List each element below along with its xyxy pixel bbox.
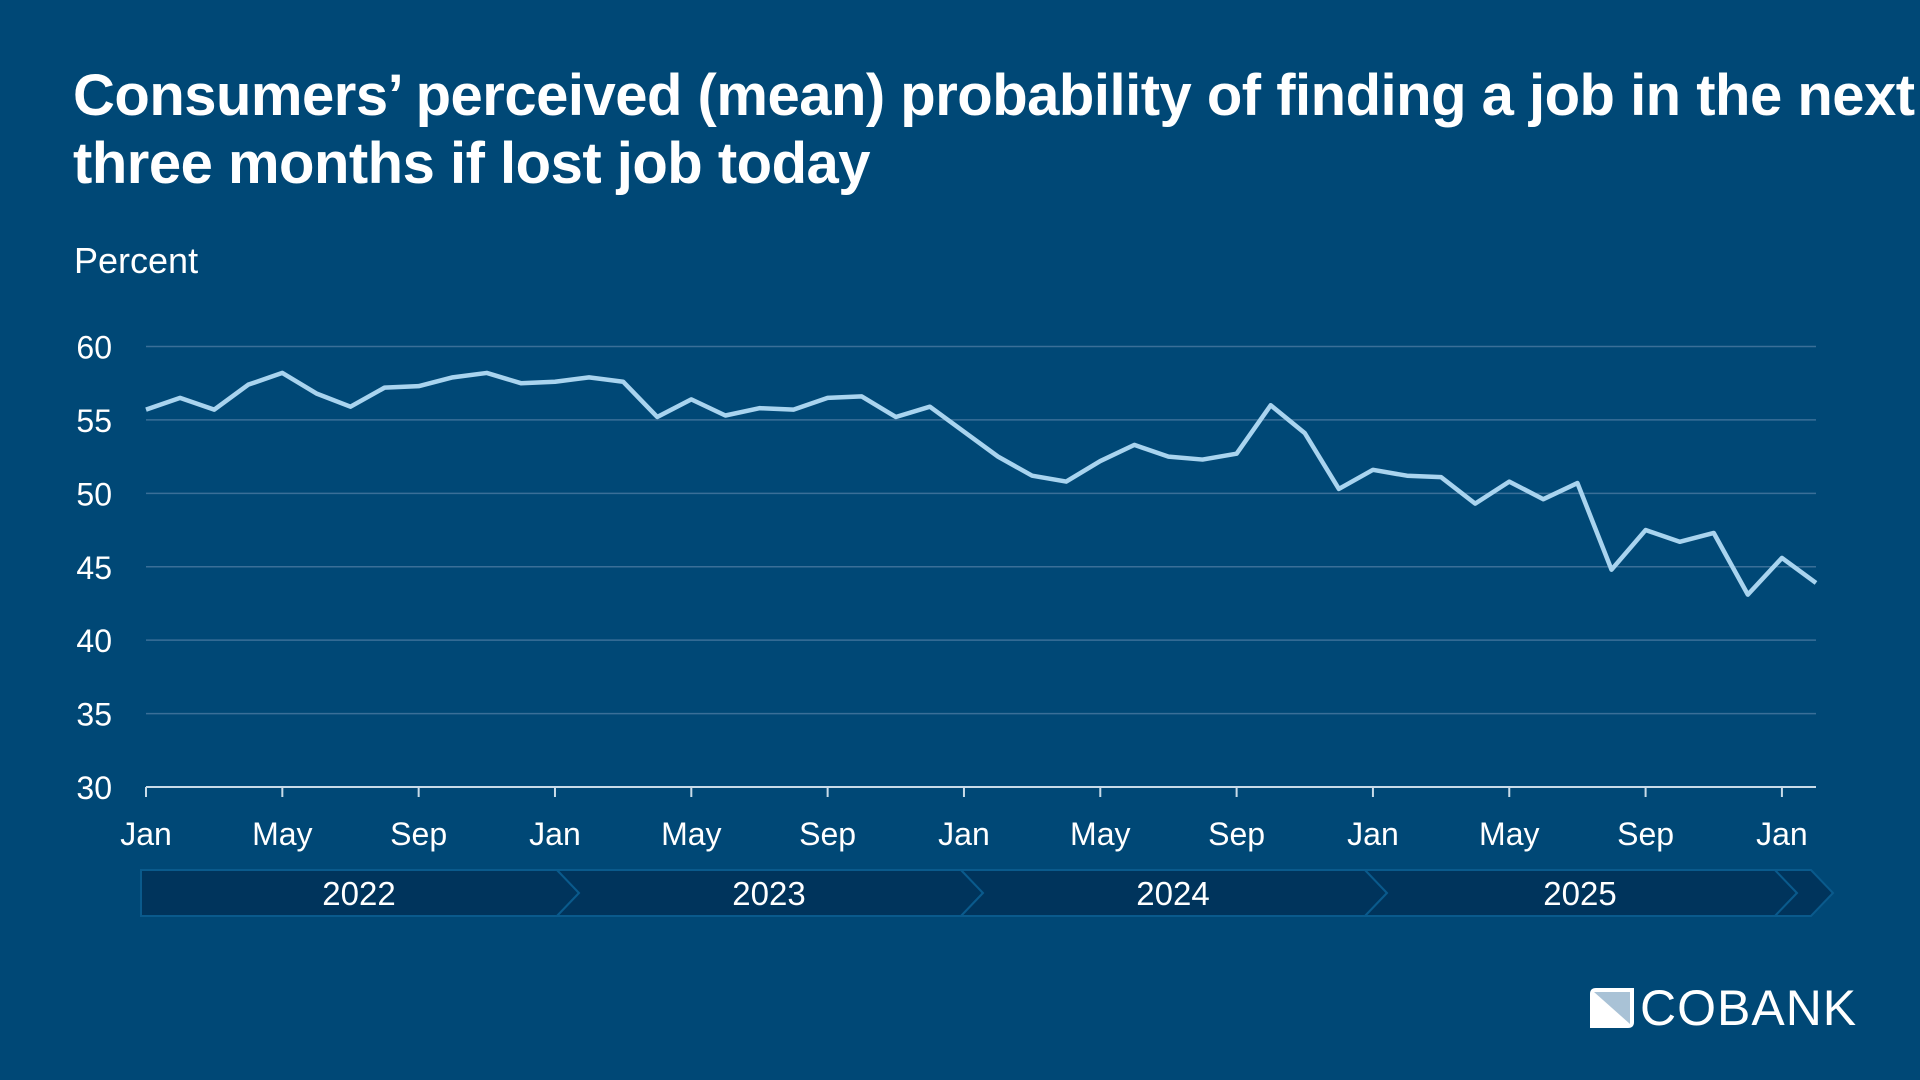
y-tick-label: 30: [76, 770, 112, 806]
x-tick-label: May: [1070, 816, 1130, 852]
year-label: 2023: [732, 875, 805, 912]
y-tick-label: 45: [76, 550, 112, 586]
data-line: [145, 370, 1818, 597]
x-tick-label: Jan: [938, 816, 990, 852]
year-band-segment: [1772, 869, 1835, 917]
y-tick-label: 35: [76, 697, 112, 733]
logo-wordmark: COBANK: [1640, 980, 1858, 1036]
y-tick-label: 50: [76, 476, 112, 512]
y-tick-label: 60: [76, 330, 112, 366]
y-tick-label: 40: [76, 623, 112, 659]
x-tick-label: Sep: [1617, 816, 1674, 852]
x-tick-label: May: [252, 816, 312, 852]
cobank-logo: COBANK: [1590, 983, 1857, 1033]
year-label: 2022: [322, 875, 395, 912]
year-label: 2025: [1543, 875, 1616, 912]
x-tick-label: Jan: [1347, 816, 1399, 852]
year-label: 2024: [1136, 875, 1209, 912]
x-tick-label: May: [661, 816, 721, 852]
cobank-logo-icon: [1590, 988, 1634, 1028]
x-tick-label: Sep: [390, 816, 447, 852]
x-tick-label: Jan: [529, 816, 581, 852]
chart-title: Consumers’ perceived (mean) probability …: [73, 63, 1915, 196]
x-tick-label: Jan: [120, 816, 172, 852]
x-tick-label: Jan: [1756, 816, 1808, 852]
x-tick-label: Sep: [1208, 816, 1265, 852]
y-tick-label: 55: [76, 403, 112, 439]
y-axis-label: Percent: [74, 240, 199, 281]
x-tick-label: May: [1479, 816, 1539, 852]
x-tick-label: Sep: [799, 816, 856, 852]
